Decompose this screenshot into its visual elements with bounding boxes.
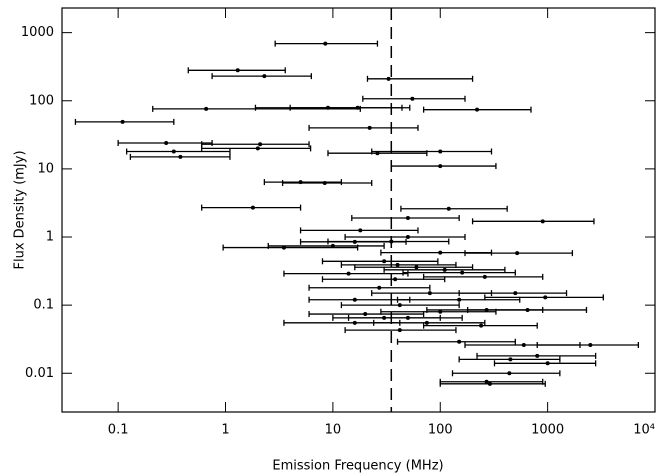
data-point — [545, 361, 550, 366]
data-point — [446, 206, 451, 211]
data-point — [120, 119, 125, 124]
data-point — [540, 219, 545, 224]
data-point — [164, 140, 169, 145]
data-point — [521, 342, 526, 347]
data-point — [377, 285, 382, 290]
data-point — [204, 106, 209, 111]
data-point — [427, 291, 432, 296]
data-point — [438, 164, 443, 169]
x-tick-label: 100 — [428, 423, 453, 438]
data-point — [535, 353, 540, 358]
x-tick-label: 1 — [221, 423, 229, 438]
data-point — [515, 251, 520, 256]
data-point — [367, 125, 372, 130]
data-point — [438, 149, 443, 154]
data-point — [438, 250, 443, 255]
data-point — [330, 243, 335, 248]
data-point — [457, 297, 462, 302]
data-point — [258, 142, 263, 147]
data-point — [484, 379, 489, 384]
data-point — [457, 339, 462, 344]
data-point — [438, 309, 443, 314]
data-point — [397, 328, 402, 333]
x-tick-label: 1000 — [531, 423, 564, 438]
y-tick-label: 1 — [46, 230, 54, 245]
data-point — [323, 41, 328, 46]
data-point — [386, 76, 391, 81]
data-point — [460, 270, 465, 275]
data-point — [389, 239, 394, 244]
y-tick-label: 1000 — [21, 25, 54, 40]
data-point — [508, 357, 513, 362]
x-tick-label: 10 — [325, 423, 342, 438]
y-tick-label: 100 — [29, 93, 54, 108]
data-point — [482, 274, 487, 279]
data-point — [405, 235, 410, 240]
x-tick-label: 0.1 — [108, 423, 129, 438]
y-tick-label: 0.01 — [25, 366, 54, 381]
data-point — [363, 312, 368, 317]
data-point — [507, 371, 512, 376]
data-point — [414, 265, 419, 270]
data-point — [352, 320, 357, 325]
x-axis-label: Emission Frequency (MHz) — [272, 459, 443, 474]
data-point — [442, 267, 447, 272]
data-point — [405, 315, 410, 320]
data-point — [346, 271, 351, 276]
data-point — [171, 149, 176, 154]
plot-frame — [61, 7, 656, 413]
x-tick-label: 10⁴ — [633, 423, 655, 438]
data-point — [358, 228, 363, 233]
data-point — [355, 105, 360, 110]
data-point — [424, 320, 429, 325]
data-point — [375, 151, 380, 156]
data-point — [382, 259, 387, 264]
data-point — [250, 205, 255, 210]
data-point — [352, 297, 357, 302]
data-point — [487, 381, 492, 386]
data-point — [393, 277, 398, 282]
data-point — [475, 107, 480, 112]
data-point — [235, 68, 240, 73]
data-point — [588, 342, 593, 347]
data-point — [395, 262, 400, 267]
data-point — [410, 96, 415, 101]
data-point — [178, 154, 183, 159]
data-point — [397, 303, 402, 308]
y-axis-label: Flux Density (mJy) — [13, 150, 28, 269]
data-point — [484, 307, 489, 312]
data-point — [513, 291, 518, 296]
y-tick-label: 10 — [37, 161, 54, 176]
data-point — [262, 74, 267, 79]
data-point — [322, 181, 327, 186]
data-point — [543, 295, 548, 300]
data-point — [479, 323, 484, 328]
data-point — [405, 216, 410, 221]
data-point — [255, 146, 260, 151]
y-tick-label: 0.1 — [33, 298, 54, 313]
